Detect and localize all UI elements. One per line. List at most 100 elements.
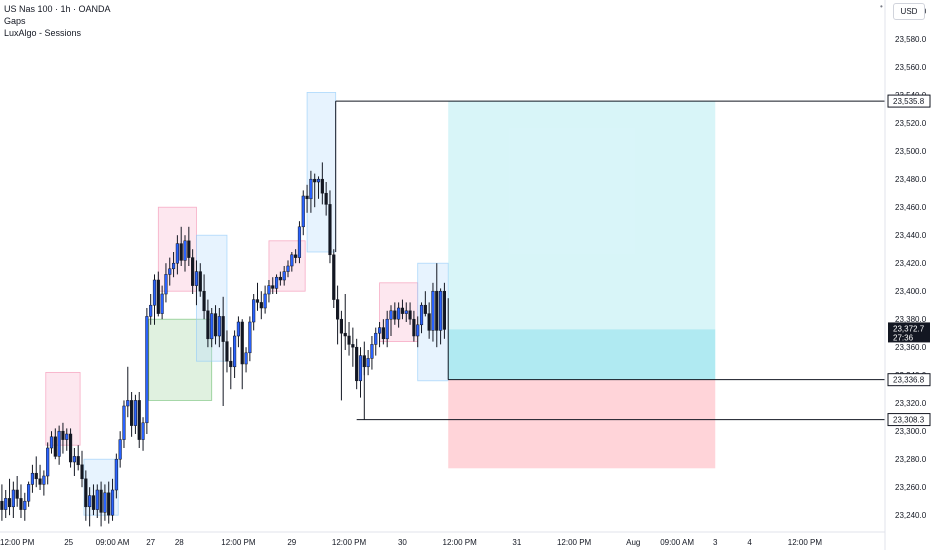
candle: [389, 305, 393, 336]
candle: [351, 327, 355, 367]
candle: [435, 263, 439, 348]
candle-body: [225, 341, 229, 362]
candle-body: [23, 500, 27, 510]
currency-button[interactable]: USD: [893, 3, 925, 20]
candle: [49, 431, 54, 454]
candle-body: [339, 318, 343, 334]
candle: [179, 226, 183, 266]
time-axis[interactable]: 12:00 PM 25 09:00 AM 27 28 12:00 PM 29 12:00 PM…: [0, 531, 885, 547]
candle: [370, 336, 374, 370]
candle-body: [240, 321, 244, 365]
profit-fill: [448, 329, 716, 380]
candle-body: [297, 226, 302, 258]
candle: [202, 274, 206, 320]
candle: [114, 453, 118, 499]
candle: [213, 305, 218, 345]
candle-body: [34, 472, 38, 480]
candle-body: [336, 299, 340, 320]
price-tick-label: 23,360.0: [895, 343, 927, 352]
candle: [34, 456, 38, 488]
price-axis[interactable]: 23,240.0 23,260.0 23,280.0 23,300.0 23,320.0…: [884, 0, 932, 550]
candle-body: [175, 243, 179, 264]
candle-body: [362, 355, 366, 368]
candle: [301, 190, 305, 236]
candle-body: [27, 484, 31, 502]
candle-body: [46, 447, 50, 477]
price-tick-label: 23,460.0: [895, 203, 927, 212]
indicator-sessions[interactable]: LuxAlgo - Sessions: [4, 28, 82, 38]
current-price-tag: [888, 322, 930, 343]
candle: [0, 484, 4, 521]
candle-body: [88, 495, 92, 508]
candle: [191, 249, 195, 294]
symbol-title[interactable]: US Nas 100 · 1h · OANDA: [4, 4, 111, 14]
candle: [374, 327, 378, 356]
candle: [255, 282, 260, 311]
candle: [290, 252, 294, 272]
candle-body: [431, 290, 435, 331]
candle: [221, 296, 225, 406]
candle-body: [191, 257, 195, 286]
candle: [11, 481, 15, 518]
price-tick-label: 23,480.0: [895, 175, 927, 184]
candle: [7, 478, 12, 516]
candle-body: [103, 492, 107, 513]
candle-body: [145, 316, 149, 424]
candle-body: [427, 313, 431, 331]
indicator-gaps[interactable]: Gaps: [4, 16, 26, 26]
candle-body: [248, 321, 252, 354]
candle: [206, 299, 210, 348]
candle-body: [210, 313, 214, 340]
candle-body: [168, 268, 172, 275]
price-tick-label: 23,280.0: [895, 455, 927, 464]
candle: [91, 484, 96, 516]
candle: [362, 341, 366, 376]
candle-body: [316, 178, 321, 183]
candle-body: [229, 360, 233, 368]
target-zone: [448, 101, 716, 380]
time-tick-label: 12:00 PM: [332, 538, 367, 547]
candle-body: [122, 405, 126, 440]
price-tick-label: 23,300.0: [895, 427, 927, 436]
candle-body: [294, 254, 298, 258]
candle: [30, 464, 35, 493]
candle: [15, 476, 19, 507]
candle: [164, 263, 168, 303]
candle: [168, 257, 172, 286]
long-position-tool[interactable]: [448, 101, 716, 469]
price-tick-label: 23,240.0: [895, 511, 927, 520]
candle: [427, 302, 431, 339]
candle: [320, 162, 324, 205]
candle-body: [286, 265, 290, 272]
candle-body: [442, 290, 446, 330]
candle-body: [351, 344, 355, 348]
candle-body: [263, 293, 267, 309]
more-dots-icon[interactable]: •: [880, 2, 883, 11]
candle-body: [274, 276, 279, 289]
candle-body: [202, 290, 206, 312]
candle: [46, 442, 50, 485]
candle-body: [198, 271, 202, 292]
candle-body: [110, 489, 115, 516]
candle-body: [305, 195, 309, 200]
candle-body: [233, 335, 237, 368]
candle: [294, 249, 298, 264]
candle-body: [400, 307, 405, 314]
candle: [42, 470, 46, 496]
candle-body: [194, 271, 199, 286]
candle: [61, 422, 65, 454]
candle: [416, 316, 420, 348]
horizontal-levels[interactable]: [335, 100, 885, 421]
candle-body: [164, 274, 168, 295]
time-tick-label: 27: [146, 538, 155, 547]
candle-body: [156, 279, 160, 314]
time-tick-label: 3: [713, 538, 718, 547]
candle: [339, 310, 343, 401]
candle-body: [49, 436, 54, 449]
candle: [68, 428, 73, 468]
candle: [377, 322, 382, 348]
candle: [267, 280, 271, 303]
level-price-text: 23,308.3: [893, 416, 925, 425]
candle: [198, 263, 202, 297]
